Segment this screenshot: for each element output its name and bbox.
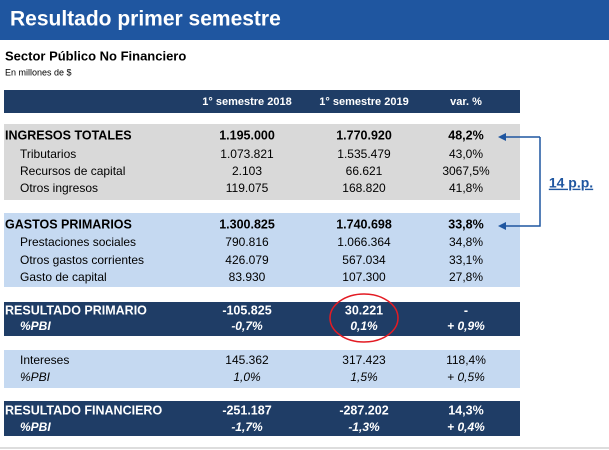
column-header: 1° semestre 2018 — [202, 96, 291, 108]
section-bg — [4, 302, 520, 336]
cell-value: 33,8% — [448, 217, 483, 231]
row-label: RESULTADO PRIMARIO — [5, 303, 147, 317]
cell-value: 1,0% — [233, 370, 261, 384]
cell-value: + 0,5% — [447, 370, 485, 384]
section-bg — [4, 124, 520, 200]
cell-value: -0,7% — [231, 319, 263, 333]
row-label: Otros gastos corrientes — [20, 253, 144, 267]
cell-value: 119.075 — [226, 181, 269, 195]
row-label: RESULTADO FINANCIERO — [5, 403, 162, 417]
cell-value: -1,3% — [348, 420, 380, 434]
column-header: var. % — [450, 96, 482, 108]
title: Resultado primer semestre — [10, 8, 281, 31]
cell-value: 0,1% — [350, 319, 378, 333]
section-bg — [4, 401, 520, 436]
row-label: Otros ingresos — [20, 181, 98, 195]
row-label: Tributarios — [20, 147, 76, 161]
cell-value: 2.103 — [232, 164, 262, 178]
cell-value: 41,8% — [449, 181, 483, 195]
highlight-circle — [329, 293, 399, 343]
row-label: %PBI — [20, 319, 51, 333]
bracket-arrow — [500, 136, 541, 227]
table-header — [4, 90, 520, 113]
cell-value: 83.930 — [229, 270, 266, 284]
cell-value: 66.621 — [346, 164, 383, 178]
units: En millones de $ — [5, 67, 72, 77]
cell-value: 1.300.825 — [219, 217, 275, 231]
cell-value: 27,8% — [449, 270, 483, 284]
cell-value: 317.423 — [342, 353, 386, 367]
cell-value: 1.073.821 — [220, 147, 274, 161]
cell-value: + 0,9% — [447, 319, 485, 333]
row-label: INGRESOS TOTALES — [5, 128, 132, 142]
cell-value: -105.825 — [222, 303, 271, 317]
row-label: Recursos de capital — [20, 164, 125, 178]
cell-value: 790.816 — [225, 235, 269, 249]
cell-value: -287.202 — [339, 403, 388, 417]
section-bg — [4, 213, 520, 287]
cell-value: 14,3% — [448, 403, 483, 417]
annotation: 14 p.p. — [549, 175, 593, 191]
cell-value: 1.066.364 — [337, 235, 391, 249]
cell-value: 1.740.698 — [336, 217, 392, 231]
cell-value: 34,8% — [449, 235, 483, 249]
subtitle: Sector Público No Financiero — [5, 48, 186, 63]
cell-value: -251.187 — [222, 403, 271, 417]
cell-value: 426.079 — [225, 253, 269, 267]
cell-value: -1,7% — [231, 420, 263, 434]
row-label: %PBI — [20, 420, 51, 434]
cell-value: 567.034 — [342, 253, 386, 267]
cell-value: 48,2% — [448, 128, 483, 142]
cell-value: + 0,4% — [447, 420, 485, 434]
cell-value: 118,4% — [446, 353, 486, 367]
cell-value: 3067,5% — [442, 164, 490, 178]
row-label: Prestaciones sociales — [20, 235, 136, 249]
section-bg — [4, 350, 520, 388]
cell-value: 43,0% — [449, 147, 483, 161]
row-label: %PBI — [20, 370, 51, 384]
cell-value: 30.221 — [345, 303, 383, 317]
cell-value: 1.195.000 — [219, 128, 275, 142]
cell-value: 1.770.920 — [336, 128, 392, 142]
cell-value: 33,1% — [449, 253, 483, 267]
column-header: 1° semestre 2019 — [319, 96, 408, 108]
header-bar — [0, 0, 609, 40]
cell-value: 145.362 — [225, 353, 269, 367]
cell-value: 107.300 — [342, 270, 386, 284]
row-label: Gasto de capital — [20, 270, 107, 284]
cell-value: - — [464, 303, 468, 317]
table: 1° semestre 2018 1° semestre 2019 var. % IN… — [4, 96, 520, 436]
cell-value: 1,5% — [350, 370, 378, 384]
row-label: Intereses — [20, 353, 69, 367]
cell-value: 168.820 — [342, 181, 386, 195]
row-label: GASTOS PRIMARIOS — [5, 217, 132, 231]
cell-value: 1.535.479 — [337, 147, 391, 161]
